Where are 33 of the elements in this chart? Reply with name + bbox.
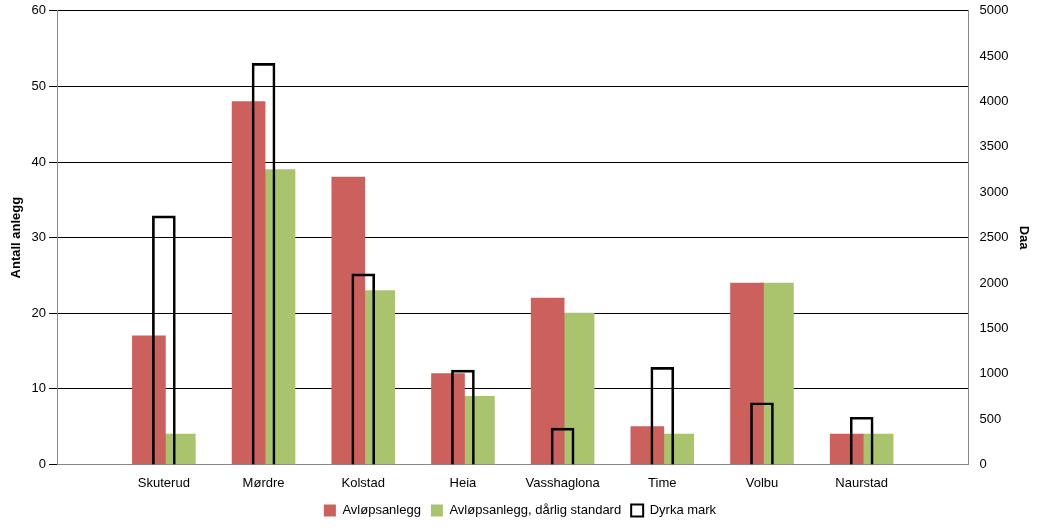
y2-tick-label: 4000 xyxy=(979,93,1009,109)
y2-tick-label: 1000 xyxy=(979,365,1009,381)
legend-label: Avløpsanlegg, dårlig standard xyxy=(449,502,622,518)
x-tick-label: Kolstad xyxy=(341,474,385,490)
y-tick-label: 0 xyxy=(38,455,47,471)
x-tick-label: Volbu xyxy=(745,474,779,490)
y2-tick-label: 500 xyxy=(979,410,1002,426)
bar xyxy=(530,297,565,465)
y2-tick-label: 2000 xyxy=(979,274,1009,290)
x-tick-label: Time xyxy=(648,474,677,490)
y2-tick-label: 3000 xyxy=(979,183,1009,199)
y2-tick-label: 2500 xyxy=(979,229,1009,245)
y-tick-label: 10 xyxy=(31,380,47,396)
x-tick-label: Naurstad xyxy=(835,474,889,490)
y2-tick-label: 3500 xyxy=(979,138,1009,154)
legend-label: Dyrka mark xyxy=(649,502,717,518)
y-tick-label: 60 xyxy=(31,2,47,18)
y-tick-label: 20 xyxy=(31,304,47,320)
y2-tick-label: 0 xyxy=(979,455,987,471)
y-tick-label: 30 xyxy=(31,229,47,245)
y-axis-title: Antall anlegg xyxy=(8,196,24,279)
x-tick-label: Skuterud xyxy=(137,474,190,490)
y-tick-label: 50 xyxy=(31,77,47,93)
bar xyxy=(730,282,764,465)
x-tick-label: Mørdre xyxy=(242,474,285,490)
y2-tick-label: 5000 xyxy=(979,2,1009,18)
legend-label: Avløpsanlegg xyxy=(342,502,421,518)
y-tick-label: 40 xyxy=(31,153,47,169)
y2-tick-label: 4500 xyxy=(979,47,1009,63)
x-tick-label: Vasshaglona xyxy=(525,474,601,490)
y2-axis-title: Daa xyxy=(1016,225,1032,251)
x-tick-label: Heia xyxy=(449,474,478,490)
y2-tick-label: 1500 xyxy=(979,319,1009,335)
